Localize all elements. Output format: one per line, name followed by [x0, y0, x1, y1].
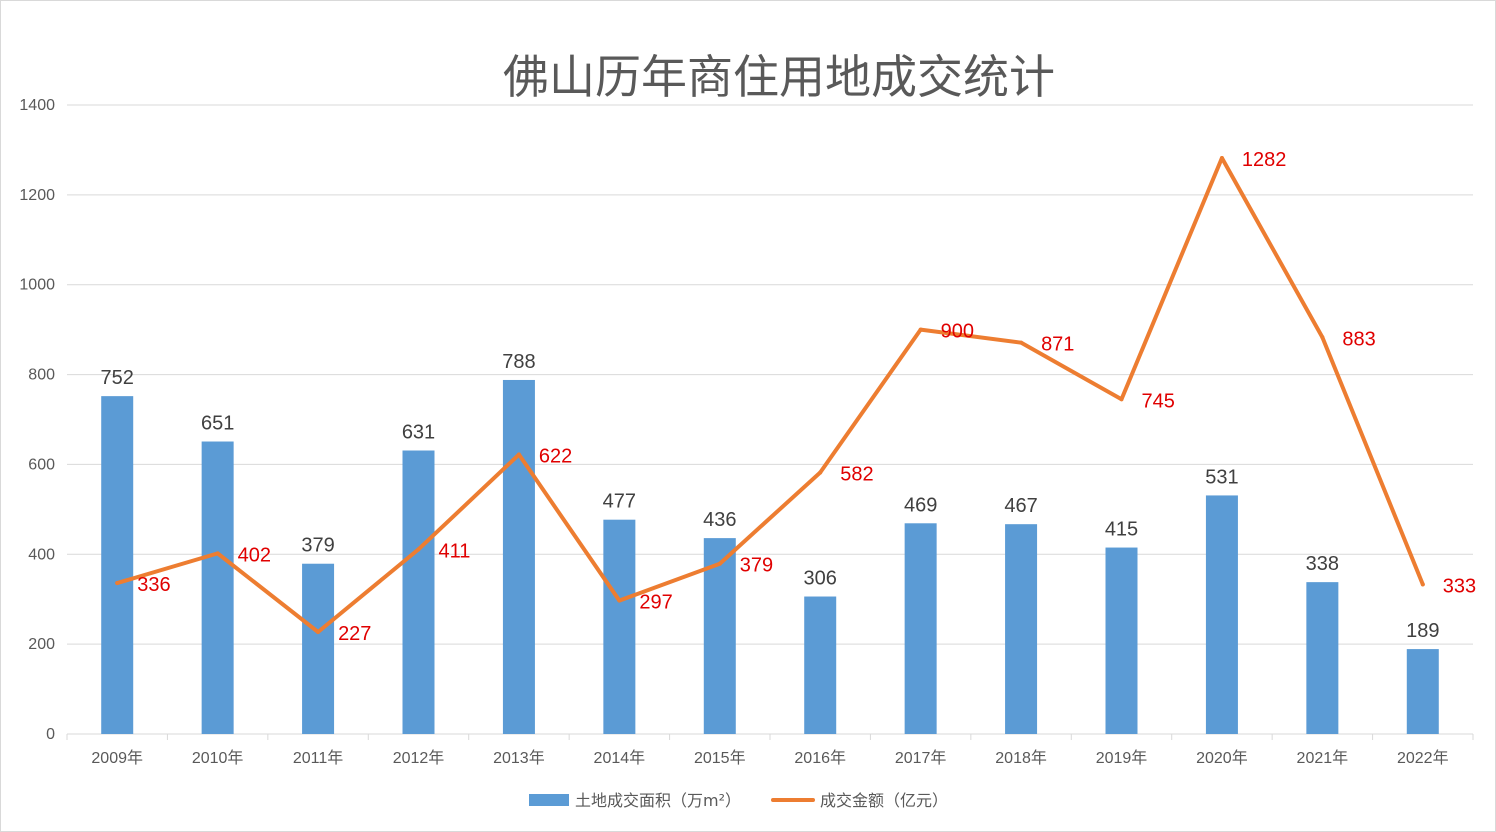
line-data-label: 402 — [238, 544, 271, 566]
x-tick-label: 2013年 — [493, 749, 545, 767]
bar-data-label: 379 — [301, 535, 334, 557]
legend-line-label: 成交金额（亿元） — [820, 791, 948, 810]
x-tick-label: 2020年 — [1196, 749, 1248, 767]
chart-title: 佛山历年商住用地成交统计 — [503, 50, 1055, 104]
x-tick-label: 2012年 — [393, 749, 445, 767]
x-tick-label: 2019年 — [1096, 749, 1148, 767]
line-data-label: 871 — [1041, 334, 1074, 356]
line-point — [215, 551, 220, 556]
x-tick-label: 2010年 — [192, 749, 244, 767]
line-data-label: 333 — [1443, 575, 1476, 597]
bar-data-label: 477 — [603, 491, 636, 513]
bar-data-label: 651 — [201, 413, 234, 435]
bar — [402, 450, 435, 734]
line-data-label: 745 — [1142, 390, 1175, 412]
line-data-label: 297 — [639, 592, 672, 614]
bar — [1105, 547, 1138, 734]
line-point — [1320, 335, 1325, 340]
line-point — [1119, 397, 1124, 402]
bar — [502, 379, 535, 734]
bar — [1406, 649, 1439, 734]
y-axis-ticks: 0 200 400 600 800 1000 1200 1400 — [19, 97, 55, 743]
x-tick-label: 2018年 — [995, 749, 1047, 767]
bar-data-label: 631 — [402, 422, 435, 444]
line-data-label: 900 — [941, 321, 974, 343]
bar — [1306, 582, 1339, 734]
bar — [302, 563, 335, 734]
line-data-label: 336 — [137, 574, 170, 596]
bar — [904, 523, 937, 734]
line-data-label: 227 — [338, 623, 371, 645]
bar-data-label: 306 — [804, 568, 837, 590]
line-data-label: 1282 — [1242, 149, 1287, 171]
bar — [703, 538, 736, 734]
y-tick-label: 400 — [28, 546, 55, 563]
y-tick-label: 800 — [28, 367, 55, 384]
bar — [603, 519, 636, 734]
bar — [201, 441, 234, 734]
x-tick-label: 2021年 — [1297, 749, 1349, 767]
y-tick-label: 0 — [46, 726, 55, 743]
line-point — [416, 547, 421, 552]
line-point — [516, 452, 521, 457]
line-data-label: 582 — [840, 464, 873, 486]
y-tick-label: 600 — [28, 456, 55, 473]
x-tick-label: 2014年 — [594, 749, 646, 767]
x-tick-label: 2017年 — [895, 749, 947, 767]
bar-data-label: 436 — [703, 509, 736, 531]
bar-data-label: 189 — [1406, 620, 1439, 642]
y-tick-label: 1000 — [19, 277, 55, 294]
bar-data-label: 415 — [1105, 519, 1138, 541]
y-tick-label: 200 — [28, 636, 55, 653]
line-point — [617, 598, 622, 603]
legend-bar-label: 土地成交面积（万m²） — [575, 791, 741, 810]
y-tick-label: 1400 — [19, 97, 55, 114]
line-point — [717, 561, 722, 566]
line-point — [918, 327, 923, 332]
line-data-label: 622 — [539, 446, 572, 468]
x-tick-label: 2016年 — [794, 749, 846, 767]
line-point — [115, 581, 120, 586]
bar-data-label: 338 — [1306, 553, 1339, 575]
bar — [804, 596, 837, 734]
line-point — [1019, 340, 1024, 345]
bar-data-label: 469 — [904, 494, 937, 516]
bar-series — [101, 379, 1439, 734]
x-tick-label: 2015年 — [694, 749, 746, 767]
bar-data-label: 531 — [1205, 466, 1238, 488]
line-point — [1420, 582, 1425, 587]
line-path — [115, 156, 1425, 635]
bar-data-label: 788 — [502, 351, 535, 373]
bar — [1005, 524, 1038, 734]
x-tick-label: 2011年 — [293, 749, 343, 767]
x-axis-ticks: 2009年 2010年 2011年 2012年 2013年 2014年 2015年 2016年… — [66, 734, 1474, 767]
bar — [101, 396, 134, 734]
legend-bar-swatch — [529, 794, 569, 806]
line-data-label: 883 — [1342, 328, 1375, 350]
x-tick-label: 2022年 — [1397, 749, 1449, 767]
data-labels: 752 651 379 631 788 477 436 306 469 467 415 531 338 1… — [101, 149, 1477, 645]
line-data-label: 411 — [439, 540, 471, 562]
line-point — [1219, 156, 1224, 161]
grid-layer — [67, 104, 1473, 735]
line-point — [818, 470, 823, 475]
line-data-label: 379 — [740, 555, 773, 577]
y-tick-label: 1200 — [19, 187, 55, 204]
x-tick-label: 2009年 — [91, 749, 143, 767]
bar — [1205, 495, 1238, 734]
bar-data-label: 467 — [1004, 495, 1037, 517]
legend: 土地成交面积（万m²） 成交金额（亿元） — [529, 791, 948, 810]
line-series — [115, 156, 1425, 635]
bar-data-label: 752 — [101, 367, 134, 389]
line-point — [316, 630, 321, 635]
